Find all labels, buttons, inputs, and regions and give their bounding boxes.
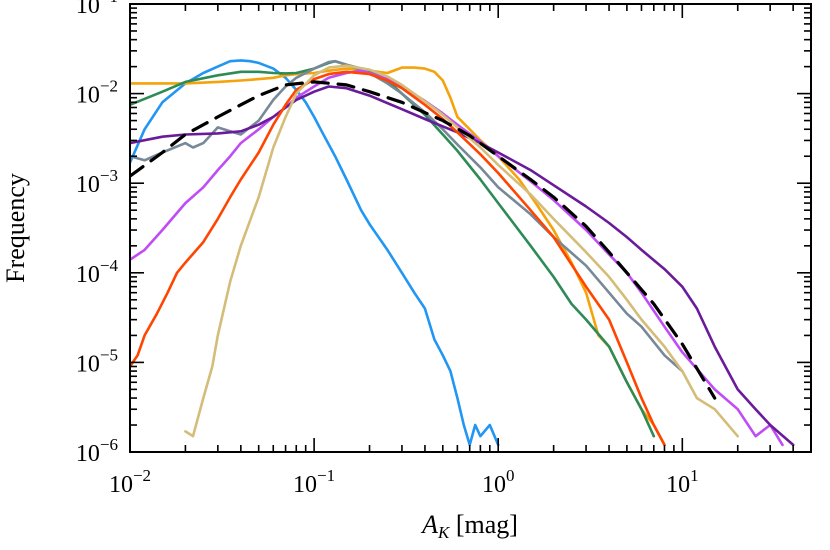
x-tick-label-exponent: 0 bbox=[506, 466, 514, 485]
x-tick-label-base: 10 bbox=[666, 472, 690, 498]
x-tick-label: 101 bbox=[666, 466, 699, 498]
y-tick-label-exponent: −5 bbox=[100, 345, 118, 364]
x-axis-title: AK [mag] bbox=[420, 510, 518, 542]
x-axis-title-main: A bbox=[420, 510, 438, 539]
y-tick-label-base: 10 bbox=[76, 262, 100, 288]
y-tick-label-exponent: −6 bbox=[100, 435, 118, 454]
x-tick-label-exponent: −1 bbox=[317, 466, 335, 485]
y-tick-label-base: 10 bbox=[76, 83, 100, 109]
x-tick-label-exponent: 1 bbox=[690, 466, 699, 485]
x-tick-label-base: 10 bbox=[293, 472, 317, 498]
y-tick-label: 10−3 bbox=[76, 166, 118, 198]
x-tick-label-exponent: −2 bbox=[133, 466, 151, 485]
ticks-layer bbox=[129, 3, 812, 453]
series-line-5 bbox=[130, 69, 784, 447]
y-tick-label-base: 10 bbox=[76, 0, 100, 19]
y-tick-label-base: 10 bbox=[76, 351, 100, 377]
y-tick-label: 10−2 bbox=[76, 77, 118, 109]
x-tick-label: 10−2 bbox=[109, 466, 151, 498]
series-line-8 bbox=[184, 64, 739, 438]
series-line-1 bbox=[130, 59, 500, 447]
x-tick-label-base: 10 bbox=[109, 472, 133, 498]
y-tick-label: 10−1 bbox=[76, 0, 118, 19]
y-tick-label-exponent: −1 bbox=[100, 0, 118, 6]
y-tick-label-base: 10 bbox=[76, 172, 100, 198]
x-axis-title-sub: K bbox=[437, 523, 451, 542]
x-tick-label: 100 bbox=[482, 466, 514, 498]
y-axis-title: Frequency bbox=[1, 173, 30, 283]
y-tick-label: 10−4 bbox=[76, 256, 119, 288]
series-line-9 bbox=[130, 80, 717, 400]
y-tick-label-exponent: −3 bbox=[100, 166, 118, 185]
y-tick-label-exponent: −4 bbox=[100, 256, 119, 275]
y-tick-label-exponent: −2 bbox=[100, 77, 118, 96]
x-tick-label-base: 10 bbox=[482, 472, 506, 498]
y-tick-label: 10−5 bbox=[76, 345, 118, 377]
series-line-2 bbox=[130, 66, 666, 447]
x-tick-label: 10−1 bbox=[293, 466, 335, 498]
x-axis-title-unit: [mag] bbox=[449, 510, 518, 539]
y-tick-label: 10−6 bbox=[76, 435, 118, 467]
plot-frame bbox=[129, 3, 812, 453]
y-tick-label-base: 10 bbox=[76, 441, 100, 467]
series-layer bbox=[130, 59, 795, 447]
series-line-7 bbox=[130, 70, 666, 447]
